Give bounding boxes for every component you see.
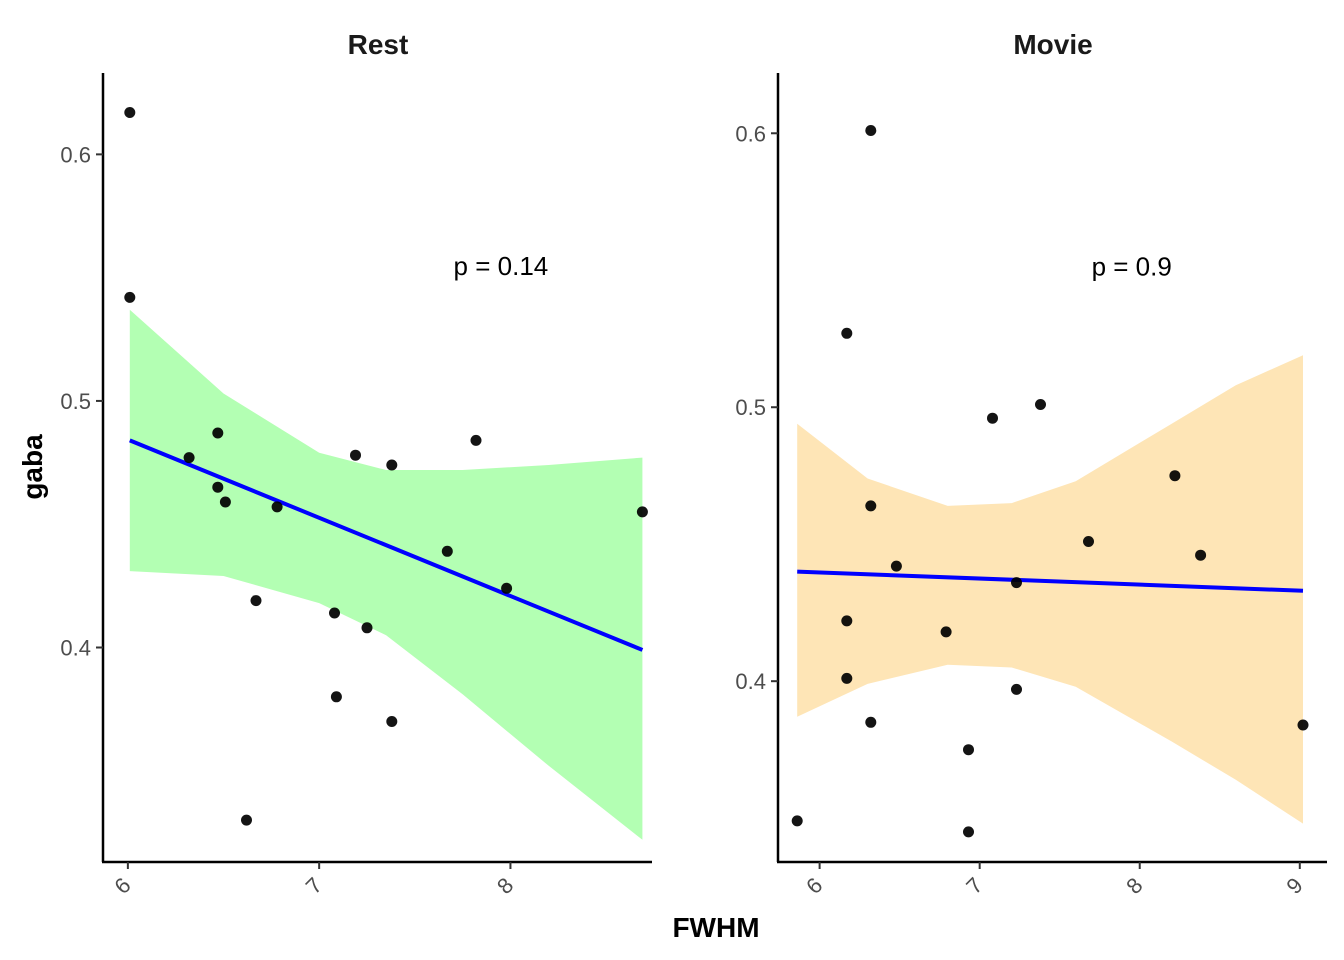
data-point xyxy=(219,496,231,508)
y-tick-label: 0.5 xyxy=(735,395,766,420)
data-point xyxy=(241,814,252,826)
data-point xyxy=(386,716,398,727)
data-point xyxy=(441,545,453,557)
data-point xyxy=(865,125,877,136)
data-point xyxy=(386,459,398,471)
data-point xyxy=(841,327,853,339)
data-point xyxy=(987,412,998,424)
data-point xyxy=(361,622,373,634)
data-point xyxy=(1011,683,1022,695)
panel-rest: Rest 0.40.50.66 7 8 p = 0.14 xyxy=(60,29,652,899)
x-axis-title: FWHM xyxy=(672,912,759,943)
p-value-annotation-movie: p = 0.9 xyxy=(1092,252,1172,282)
y-tick-label: 0.4 xyxy=(60,635,91,660)
data-point xyxy=(212,427,224,439)
y-axis-title: gaba xyxy=(17,434,48,500)
data-point xyxy=(841,672,853,684)
data-point xyxy=(940,626,952,638)
data-point xyxy=(124,291,136,303)
regression-line-rest xyxy=(129,438,644,652)
data-point xyxy=(250,595,262,607)
data-point xyxy=(865,716,877,728)
data-point xyxy=(329,607,340,619)
data-point xyxy=(271,501,283,513)
confidence-band-rest xyxy=(129,309,643,840)
data-point xyxy=(1297,719,1309,731)
data-point xyxy=(890,560,902,572)
data-point xyxy=(470,434,482,446)
data-point xyxy=(1169,470,1181,482)
panel-movie: Movie 0.40.50.66 7 8 9 p = 0.9 xyxy=(735,29,1327,899)
data-point xyxy=(1011,577,1022,589)
data-point xyxy=(1195,549,1207,561)
regression-line-movie xyxy=(797,569,1304,593)
data-point xyxy=(1035,399,1046,410)
y-tick-label: 0.4 xyxy=(735,669,766,694)
y-tick-label: 0.6 xyxy=(60,142,91,167)
data-point xyxy=(501,582,513,594)
y-tick-label: 0.5 xyxy=(60,389,91,414)
data-point xyxy=(350,449,361,461)
data-point xyxy=(791,815,803,827)
data-point xyxy=(212,481,224,493)
data-point xyxy=(636,506,648,518)
data-point xyxy=(963,826,974,838)
p-value-annotation-rest: p = 0.14 xyxy=(454,251,549,281)
panel-title-movie: Movie xyxy=(1013,29,1092,60)
data-point xyxy=(330,691,342,703)
data-point xyxy=(841,615,853,627)
panel-title-rest: Rest xyxy=(348,29,409,60)
data-point xyxy=(183,452,195,464)
y-tick-label: 0.6 xyxy=(735,121,766,146)
data-point xyxy=(1083,536,1094,547)
data-point xyxy=(865,500,877,512)
data-point xyxy=(963,744,974,756)
data-point xyxy=(124,107,136,118)
